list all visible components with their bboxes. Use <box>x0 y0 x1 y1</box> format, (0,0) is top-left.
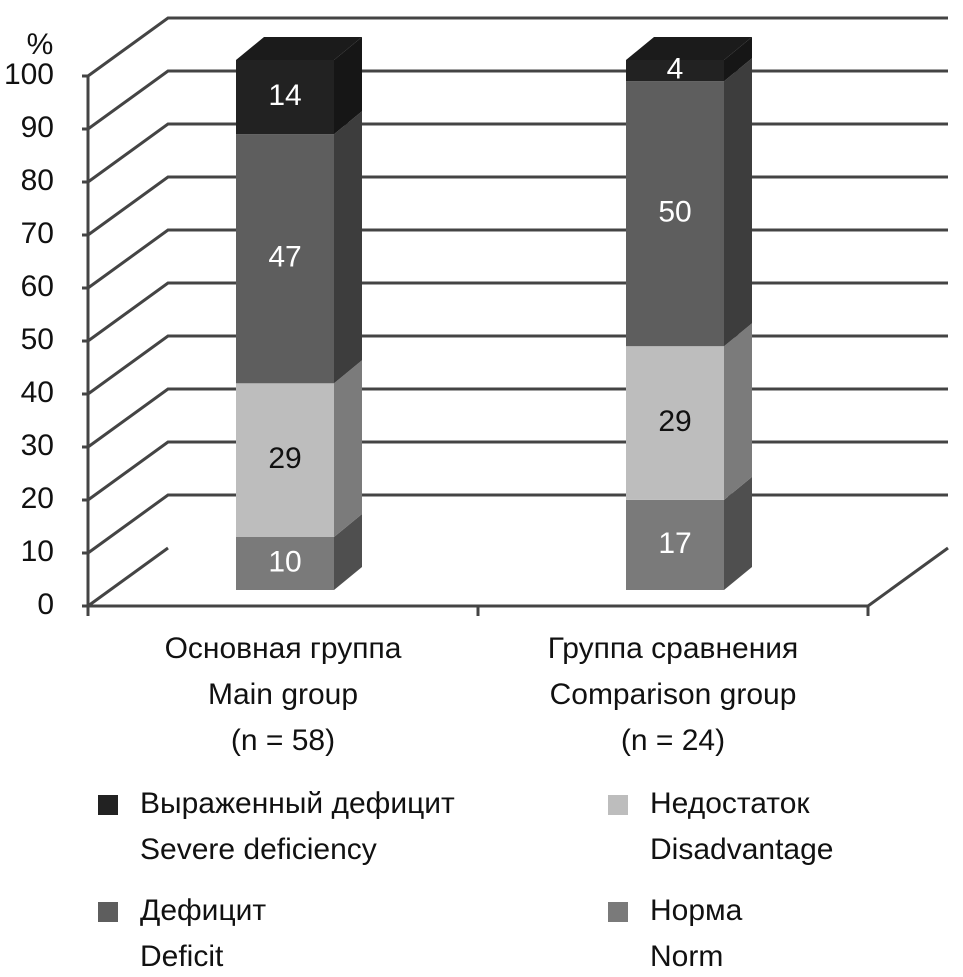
legend-label: Disadvantage <box>650 833 833 866</box>
legend-label: Выраженный дефицит <box>140 787 455 820</box>
bar-segment <box>236 537 334 590</box>
bar-side <box>334 37 362 135</box>
floor-line <box>88 546 949 608</box>
bar-top <box>236 37 362 60</box>
y-tick-label: 80 <box>21 164 54 197</box>
x-tick-label: Main group <box>208 678 358 711</box>
grid-line <box>87 69 948 131</box>
grid-line <box>87 228 948 290</box>
y-tick-label: 30 <box>21 429 54 462</box>
legend-label: Недостаток <box>650 787 810 820</box>
y-tick-label: 50 <box>21 323 54 356</box>
bar-top <box>626 37 752 60</box>
grid-line <box>87 440 948 502</box>
data-label: 29 <box>658 405 691 438</box>
data-label: 50 <box>658 196 691 229</box>
y-tick-label: 100 <box>4 58 54 91</box>
y-tick-label: 10 <box>21 535 54 568</box>
bar-segment <box>626 81 724 347</box>
bar-segment <box>626 346 724 500</box>
bar-side <box>334 360 362 537</box>
bar-segment <box>626 60 724 82</box>
legend-label: Severe deficiency <box>140 833 377 866</box>
legend-swatch <box>98 902 118 922</box>
data-label: 10 <box>268 545 301 578</box>
grid-line <box>87 16 948 78</box>
y-tick-label: 40 <box>21 376 54 409</box>
grid-line <box>87 334 948 396</box>
bar-segment <box>236 383 334 537</box>
x-tick-label: (n = 58) <box>231 724 335 757</box>
legend-swatch <box>98 795 118 815</box>
bar-side <box>334 111 362 384</box>
x-tick-label: Основная группа <box>165 632 402 665</box>
y-axis-label: % <box>27 28 54 61</box>
data-label: 14 <box>268 79 301 112</box>
x-tick-label: (n = 24) <box>621 724 725 757</box>
y-tick-label: 0 <box>37 588 54 621</box>
y-tick-label: 60 <box>21 270 54 303</box>
bar-segment <box>236 134 334 384</box>
bar-side <box>334 514 362 590</box>
bar-side <box>724 476 752 590</box>
bar-side <box>724 323 752 500</box>
legend-label: Norm <box>650 940 723 973</box>
legend-label: Deficit <box>140 940 224 973</box>
grid-line <box>87 281 948 343</box>
legend-label: Норма <box>650 894 743 927</box>
grid-line <box>87 387 948 449</box>
data-label: 47 <box>268 241 301 274</box>
data-label: 4 <box>667 53 684 86</box>
floor-line <box>87 546 169 608</box>
data-label: 29 <box>268 442 301 475</box>
y-tick-label: 20 <box>21 482 54 515</box>
bar-side <box>724 37 752 82</box>
x-tick-label: Comparison group <box>550 678 797 711</box>
grid-line <box>87 122 948 184</box>
bar-segment <box>626 499 724 590</box>
grid-line <box>87 175 948 237</box>
grid-line <box>87 493 948 555</box>
legend-swatch <box>608 795 628 815</box>
legend-label: Дефицит <box>140 894 266 927</box>
x-tick-label: Группа сравнения <box>548 632 799 665</box>
y-tick-label: 70 <box>21 217 54 250</box>
bar-segment <box>236 60 334 135</box>
data-label: 17 <box>658 527 691 560</box>
y-tick-label: 90 <box>21 111 54 144</box>
bar-side <box>724 58 752 347</box>
legend-swatch <box>608 902 628 922</box>
